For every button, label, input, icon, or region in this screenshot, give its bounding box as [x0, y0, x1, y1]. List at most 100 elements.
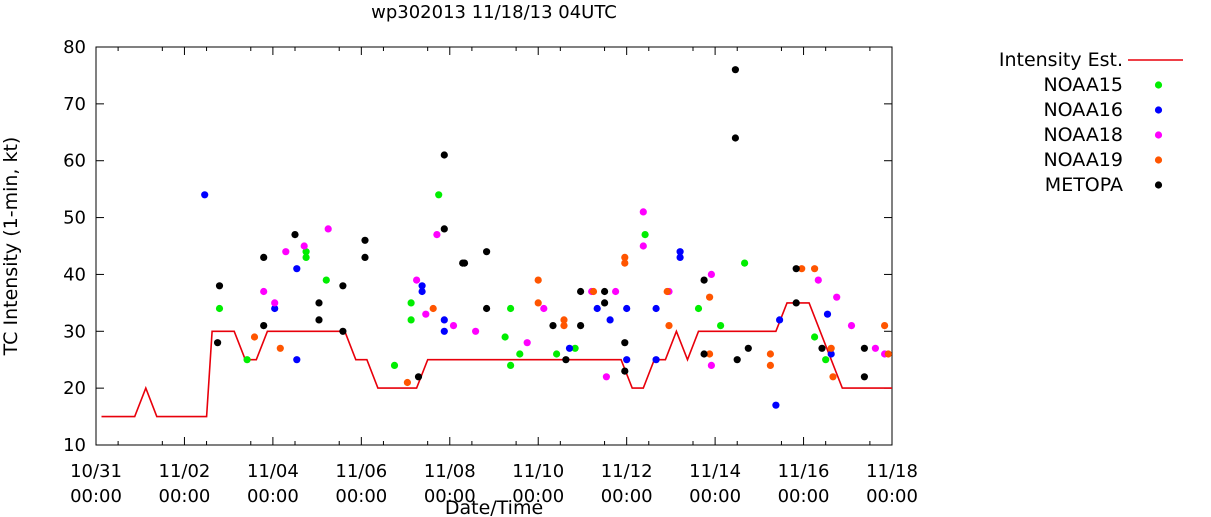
data-point-metopa — [601, 287, 609, 296]
data-point-noaa16 — [623, 356, 631, 364]
data-point-noaa18 — [602, 373, 611, 381]
data-point-noaa15 — [322, 276, 330, 284]
data-point-metopa — [792, 299, 800, 307]
data-point-noaa16 — [652, 304, 660, 313]
data-point-noaa18 — [833, 293, 841, 301]
data-point-noaa15 — [501, 333, 509, 341]
legend-label-noaa18: NOAA18 — [1043, 124, 1123, 146]
y-tick-label: 50 — [63, 208, 86, 229]
legend-label-metopa: METOPA — [1045, 174, 1123, 196]
data-point-noaa16 — [440, 316, 448, 324]
data-point-noaa15 — [516, 350, 524, 358]
data-point-noaa18 — [300, 242, 308, 250]
data-point-metopa — [315, 316, 323, 324]
data-point-metopa — [483, 248, 491, 256]
x-tick-label-date: 11/04 — [247, 461, 299, 482]
data-point-noaa15 — [390, 361, 399, 369]
data-point-noaa16 — [565, 344, 574, 352]
data-point-noaa18 — [472, 327, 480, 335]
y-tick-label: 20 — [63, 378, 86, 399]
x-tick-label-time: 00:00 — [601, 486, 653, 507]
data-point-noaa19 — [250, 333, 259, 341]
data-point-noaa18 — [282, 248, 290, 256]
data-point-noaa19 — [589, 287, 598, 296]
x-tick-label-time: 00:00 — [70, 486, 122, 507]
x-tick-label-time: 00:00 — [335, 486, 387, 507]
data-point-noaa19 — [534, 299, 542, 307]
data-point-noaa16 — [293, 356, 301, 364]
legend-label-noaa16: NOAA16 — [1043, 99, 1123, 121]
data-point-metopa — [792, 265, 800, 273]
x-tick-label-date: 11/10 — [512, 461, 564, 482]
data-point-noaa15 — [571, 344, 579, 352]
y-tick-label: 80 — [63, 37, 86, 58]
x-tick-label-time: 00:00 — [159, 486, 211, 507]
data-point-noaa15 — [302, 248, 310, 256]
data-point-noaa18 — [814, 276, 822, 284]
data-point-metopa — [577, 287, 585, 296]
data-point-noaa16 — [776, 316, 784, 324]
data-point-noaa15 — [717, 322, 725, 330]
data-point-metopa — [315, 299, 323, 307]
data-point-noaa15 — [215, 304, 224, 313]
data-point-noaa19 — [827, 344, 835, 352]
data-point-noaa15 — [822, 356, 830, 364]
x-tick-label-date: 11/12 — [601, 461, 653, 482]
data-point-noaa16 — [293, 265, 301, 273]
y-tick-label: 40 — [63, 264, 86, 285]
data-point-noaa19 — [429, 304, 437, 313]
data-point-noaa19 — [706, 350, 714, 358]
data-point-noaa16 — [418, 287, 426, 296]
x-axis-ticks: 10/31 00:00 11/02 00:00 11/04 00:00 11/06 00:00… — [70, 47, 918, 507]
data-point-metopa — [562, 356, 570, 364]
x-axis-title: Date/Time — [445, 497, 543, 517]
data-point-noaa15 — [507, 361, 515, 369]
data-point-noaa19 — [560, 316, 568, 324]
data-point-noaa18 — [433, 231, 441, 239]
data-point-noaa19 — [706, 293, 714, 301]
data-point-metopa — [731, 134, 740, 142]
x-tick-label-date: 11/16 — [778, 461, 830, 482]
data-point-noaa18 — [707, 270, 716, 278]
data-point-noaa16 — [676, 253, 684, 261]
x-tick-label-date: 11/14 — [689, 461, 741, 482]
data-point-metopa — [860, 344, 869, 352]
y-axis-title: TC Intensity (1-min, kt) — [0, 137, 22, 357]
data-point-metopa — [361, 236, 369, 244]
data-point-metopa — [860, 373, 869, 381]
data-point-noaa15 — [407, 316, 415, 324]
x-tick-label-time: 00:00 — [689, 486, 741, 507]
series-layer — [101, 66, 892, 418]
data-point-noaa18 — [422, 310, 430, 318]
data-point-noaa15 — [302, 253, 310, 261]
data-point-noaa16 — [827, 350, 835, 358]
data-point-noaa16 — [823, 310, 832, 318]
chart-title: wp302013 11/18/13 04UTC — [371, 2, 617, 23]
data-point-noaa18 — [540, 304, 548, 313]
legend-label-noaa15: NOAA15 — [1043, 74, 1123, 96]
x-tick-label-time: 00:00 — [247, 486, 299, 507]
data-point-metopa — [339, 282, 347, 290]
data-point-noaa19 — [798, 265, 806, 273]
data-point-noaa16 — [772, 401, 780, 409]
x-tick-label-time: 00:00 — [424, 486, 476, 507]
data-point-noaa16 — [418, 282, 426, 290]
data-point-metopa — [260, 322, 268, 330]
legend-label-noaa19: NOAA19 — [1043, 149, 1123, 171]
data-point-noaa16 — [271, 304, 279, 313]
data-point-noaa19 — [811, 265, 819, 273]
y-axis-ticks: 10 20 30 40 50 60 70 80 — [63, 37, 892, 456]
plot-frame — [95, 46, 893, 446]
data-point-metopa — [577, 322, 585, 330]
data-point-noaa18 — [612, 287, 620, 296]
data-point-noaa15 — [407, 299, 415, 307]
data-point-noaa15 — [435, 191, 443, 199]
data-point-noaa18 — [639, 242, 647, 250]
data-point-noaa19 — [534, 276, 542, 284]
data-point-metopa — [731, 66, 740, 74]
data-point-noaa15 — [811, 333, 819, 341]
data-point-metopa — [621, 367, 629, 375]
data-point-metopa — [483, 304, 491, 313]
y-tick-label: 30 — [63, 321, 86, 342]
